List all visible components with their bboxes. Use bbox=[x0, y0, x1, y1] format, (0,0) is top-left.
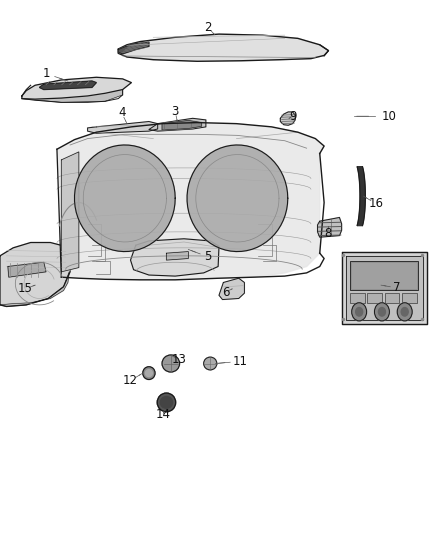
Bar bbox=[385, 293, 399, 303]
Bar bbox=[350, 293, 365, 303]
Polygon shape bbox=[8, 262, 46, 277]
Text: 2: 2 bbox=[204, 21, 212, 34]
Ellipse shape bbox=[204, 357, 217, 370]
Text: 15: 15 bbox=[18, 282, 33, 295]
Text: 9: 9 bbox=[289, 110, 297, 123]
Polygon shape bbox=[318, 217, 342, 237]
Polygon shape bbox=[61, 152, 79, 272]
Polygon shape bbox=[88, 122, 158, 133]
Polygon shape bbox=[74, 145, 175, 252]
Text: 6: 6 bbox=[222, 286, 230, 298]
Polygon shape bbox=[0, 272, 69, 306]
Ellipse shape bbox=[160, 397, 173, 408]
Polygon shape bbox=[39, 81, 96, 90]
Text: 16: 16 bbox=[368, 197, 383, 210]
Text: 7: 7 bbox=[392, 281, 400, 294]
Polygon shape bbox=[22, 90, 123, 102]
Ellipse shape bbox=[162, 355, 180, 372]
Text: 3: 3 bbox=[172, 106, 179, 118]
Ellipse shape bbox=[157, 393, 176, 411]
Polygon shape bbox=[187, 145, 288, 252]
Polygon shape bbox=[346, 256, 423, 320]
Ellipse shape bbox=[143, 367, 155, 379]
Polygon shape bbox=[280, 112, 295, 125]
Circle shape bbox=[397, 303, 412, 321]
Bar bbox=[402, 293, 417, 303]
Bar bbox=[350, 261, 418, 290]
Polygon shape bbox=[131, 239, 219, 276]
Polygon shape bbox=[357, 167, 365, 225]
Circle shape bbox=[378, 308, 385, 316]
Circle shape bbox=[401, 308, 408, 316]
Polygon shape bbox=[342, 252, 427, 324]
Text: 1: 1 bbox=[42, 67, 50, 80]
Text: 14: 14 bbox=[155, 408, 170, 421]
Ellipse shape bbox=[145, 370, 152, 376]
Polygon shape bbox=[219, 278, 244, 300]
Bar bbox=[352, 263, 417, 289]
Polygon shape bbox=[57, 123, 324, 280]
Circle shape bbox=[356, 308, 363, 316]
Text: 5: 5 bbox=[205, 251, 212, 263]
Text: 4: 4 bbox=[118, 107, 126, 119]
Polygon shape bbox=[0, 243, 71, 306]
Polygon shape bbox=[118, 42, 149, 54]
Text: 13: 13 bbox=[171, 353, 186, 366]
Polygon shape bbox=[166, 252, 188, 260]
Text: 10: 10 bbox=[381, 110, 396, 123]
Polygon shape bbox=[149, 118, 206, 131]
Polygon shape bbox=[118, 34, 328, 61]
Polygon shape bbox=[22, 77, 131, 99]
Bar bbox=[367, 293, 382, 303]
Text: 12: 12 bbox=[123, 374, 138, 387]
Polygon shape bbox=[162, 120, 201, 130]
Text: 8: 8 bbox=[324, 227, 331, 240]
Circle shape bbox=[374, 303, 389, 321]
Circle shape bbox=[352, 303, 367, 321]
Text: 11: 11 bbox=[233, 355, 247, 368]
